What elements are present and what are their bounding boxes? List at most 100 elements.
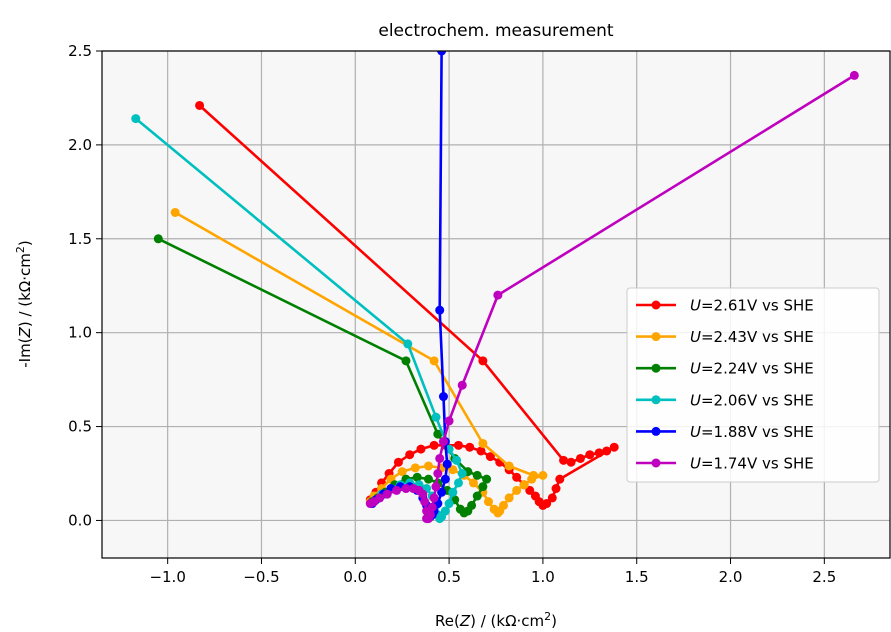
data-point	[468, 478, 478, 488]
y-tick-label: 0.5	[68, 418, 92, 436]
data-point	[437, 487, 447, 497]
legend-swatch-marker	[651, 426, 661, 436]
data-point	[849, 70, 859, 80]
data-point	[444, 416, 454, 426]
data-point	[551, 484, 561, 494]
legend-label: U=1.74V vs SHE	[690, 455, 814, 473]
data-point	[429, 440, 439, 450]
legend-swatch-marker	[651, 395, 661, 405]
x-tick-label: 1.5	[625, 568, 649, 586]
data-point	[442, 459, 452, 469]
legend-item: U=1.88V vs SHE	[636, 423, 814, 441]
ticks: −1.0 −0.5 0.0 0.5 1.0 1.5 2.0 2.5 0.0 0.5 1.0 1.5 2.…	[68, 42, 836, 586]
data-point	[195, 100, 205, 110]
x-tick-label: 0.0	[343, 568, 367, 586]
data-point	[575, 453, 585, 463]
y-tick-label: 2.5	[68, 42, 92, 60]
legend-label: U=2.24V vs SHE	[690, 360, 814, 378]
data-point	[440, 474, 450, 484]
data-point	[559, 455, 569, 465]
data-point	[482, 474, 492, 484]
legend-label: U=2.61V vs SHE	[690, 297, 814, 315]
legend-box	[626, 287, 880, 483]
data-point	[457, 469, 467, 478]
data-point	[433, 469, 443, 478]
legend-swatch-marker	[651, 332, 661, 342]
data-point	[602, 446, 612, 456]
data-point	[566, 457, 576, 467]
x-tick-label: 2.0	[719, 568, 743, 586]
data-point	[416, 444, 426, 454]
data-point	[382, 489, 392, 499]
data-point	[435, 305, 445, 315]
y-tick-label: 2.0	[68, 136, 92, 154]
series-layer	[131, 51, 859, 524]
x-tick-label: −1.0	[149, 568, 185, 586]
legend: U=2.61V vs SHE U=2.43V vs SHE U=2.24V vs S…	[626, 287, 880, 483]
data-point	[412, 472, 422, 482]
data-point	[512, 485, 522, 495]
legend-swatch-marker	[651, 458, 661, 468]
series-u-1-74v-vs-she	[365, 70, 859, 524]
data-point	[478, 482, 488, 492]
data-point	[422, 514, 432, 524]
x-tick-label: 2.5	[812, 568, 836, 586]
data-point	[478, 356, 488, 366]
x-tick-label: 0.5	[437, 568, 461, 586]
data-point	[403, 339, 413, 349]
legend-item: U=2.43V vs SHE	[636, 328, 814, 346]
data-point	[423, 474, 433, 484]
data-point	[420, 497, 430, 507]
legend-label: U=2.06V vs SHE	[690, 391, 814, 409]
x-axis-label: Re(Z) / (kΩ·cm2)	[435, 610, 557, 630]
data-point	[401, 484, 411, 494]
data-point	[433, 429, 443, 439]
data-point	[153, 234, 163, 244]
data-point	[555, 474, 565, 484]
data-point	[585, 450, 595, 460]
data-point	[465, 442, 475, 452]
data-point	[431, 412, 441, 422]
legend-item: U=2.61V vs SHE	[636, 297, 814, 315]
data-point	[131, 114, 141, 124]
data-point	[594, 448, 604, 458]
data-point	[547, 493, 557, 503]
data-point	[437, 51, 447, 56]
legend-item: U=1.74V vs SHE	[636, 455, 814, 473]
x-tick-label: −0.5	[243, 568, 279, 586]
y-tick-label: 0.0	[68, 511, 92, 529]
x-tick-label: 1.0	[531, 568, 555, 586]
data-point	[609, 442, 619, 452]
data-point	[429, 356, 439, 366]
data-point	[525, 485, 535, 495]
legend-label: U=2.43V vs SHE	[690, 328, 814, 346]
data-point	[519, 480, 529, 490]
data-point	[423, 461, 433, 471]
data-point	[504, 493, 514, 503]
data-point	[392, 485, 402, 495]
data-point	[410, 463, 420, 473]
data-point	[530, 491, 540, 501]
data-point	[405, 450, 415, 460]
y-tick-label: 1.0	[68, 324, 92, 342]
data-point	[438, 392, 448, 402]
legend-swatch-marker	[651, 300, 661, 310]
plot-frame	[101, 50, 891, 559]
y-tick-label: 1.5	[68, 230, 92, 248]
data-point	[457, 380, 467, 390]
data-point	[444, 499, 454, 509]
data-point	[448, 487, 458, 497]
data-point	[485, 452, 495, 462]
data-point	[431, 482, 441, 492]
data-point	[408, 484, 418, 494]
data-point	[397, 467, 407, 477]
data-point	[429, 493, 439, 503]
legend-item: U=2.06V vs SHE	[636, 391, 814, 409]
data-point	[472, 491, 482, 501]
data-point	[504, 461, 514, 471]
data-point	[422, 506, 432, 516]
data-point	[393, 457, 403, 467]
chart-title: electrochem. measurement	[378, 21, 614, 41]
data-point	[365, 499, 375, 509]
